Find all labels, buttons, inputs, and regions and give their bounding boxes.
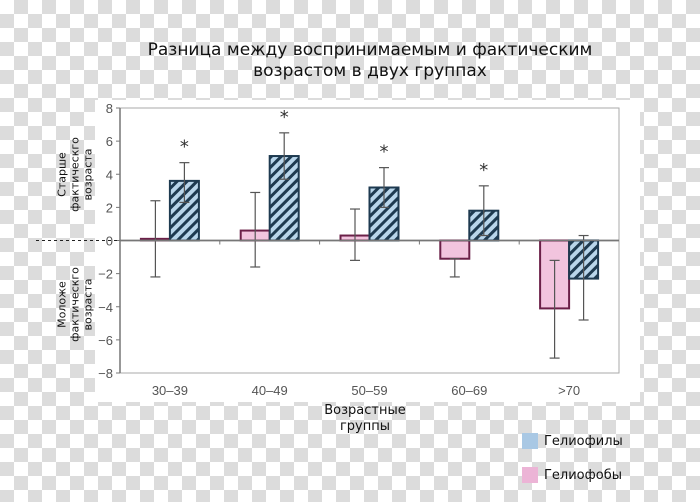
significance-marker: *	[380, 142, 389, 163]
legend-swatch	[522, 467, 538, 483]
legend-label: Гелиофилы	[544, 433, 623, 449]
x-tick-label: 50–59	[351, 383, 387, 398]
x-tick-label: 40–49	[252, 383, 288, 398]
significance-marker: *	[180, 137, 189, 158]
title-line-1: Разница между воспринимаемым и фактическ…	[147, 40, 593, 60]
y-tick-label: −6	[98, 333, 113, 348]
y-tick-label: 8	[106, 101, 113, 116]
y-tick-label: 6	[106, 134, 113, 149]
chart-title: Разница между воспринимаемым и фактическ…	[120, 40, 620, 82]
x-tick-label: >70	[558, 383, 580, 398]
legend-label: Гелиофобы	[544, 467, 622, 483]
x-tick-label: 60–69	[451, 383, 487, 398]
y-tick-label: −4	[98, 300, 113, 315]
y-tick-label: −2	[98, 267, 113, 282]
x-label-line: Возрастные	[324, 403, 406, 418]
legend-item-heliophiles: Гелиофилы	[522, 433, 623, 449]
y-tick-label: 2	[106, 200, 113, 215]
legend-item-heliophobes: Гелиофобы	[522, 467, 622, 483]
bar-heliophobes	[439, 239, 471, 260]
title-line-2: возрастом в двух группах	[253, 61, 487, 81]
x-axis-label: Возрастные группы	[300, 403, 430, 435]
legend-swatch	[522, 433, 538, 449]
x-tick-label: 30–39	[152, 383, 188, 398]
y-tick-label: 4	[106, 167, 113, 182]
x-label-line: группы	[339, 419, 391, 434]
y-tick-label: −8	[98, 366, 113, 381]
significance-marker: *	[280, 107, 289, 128]
significance-marker: *	[479, 160, 488, 181]
